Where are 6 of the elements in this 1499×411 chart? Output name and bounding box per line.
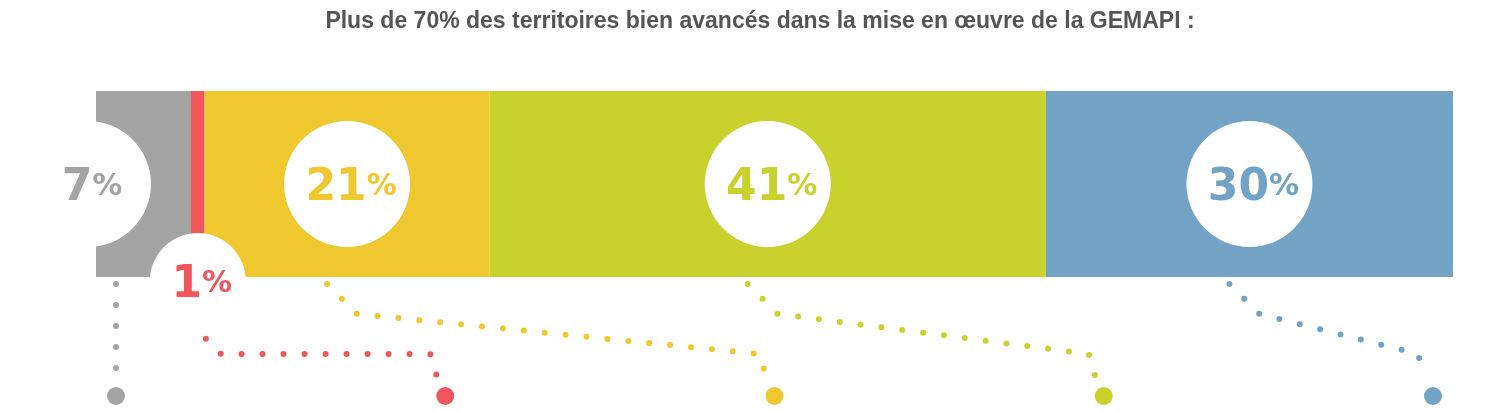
data-label: 1%	[171, 255, 233, 307]
data-label: 41%	[726, 158, 818, 210]
data-label: 30%	[1207, 158, 1300, 210]
data-label: 21%	[305, 158, 397, 210]
data-label: 7%	[61, 158, 123, 210]
chart-title: Plus de 70% des territoires bien avancés dans la mise en œuvre de la GEMAPI :	[325, 7, 1195, 33]
